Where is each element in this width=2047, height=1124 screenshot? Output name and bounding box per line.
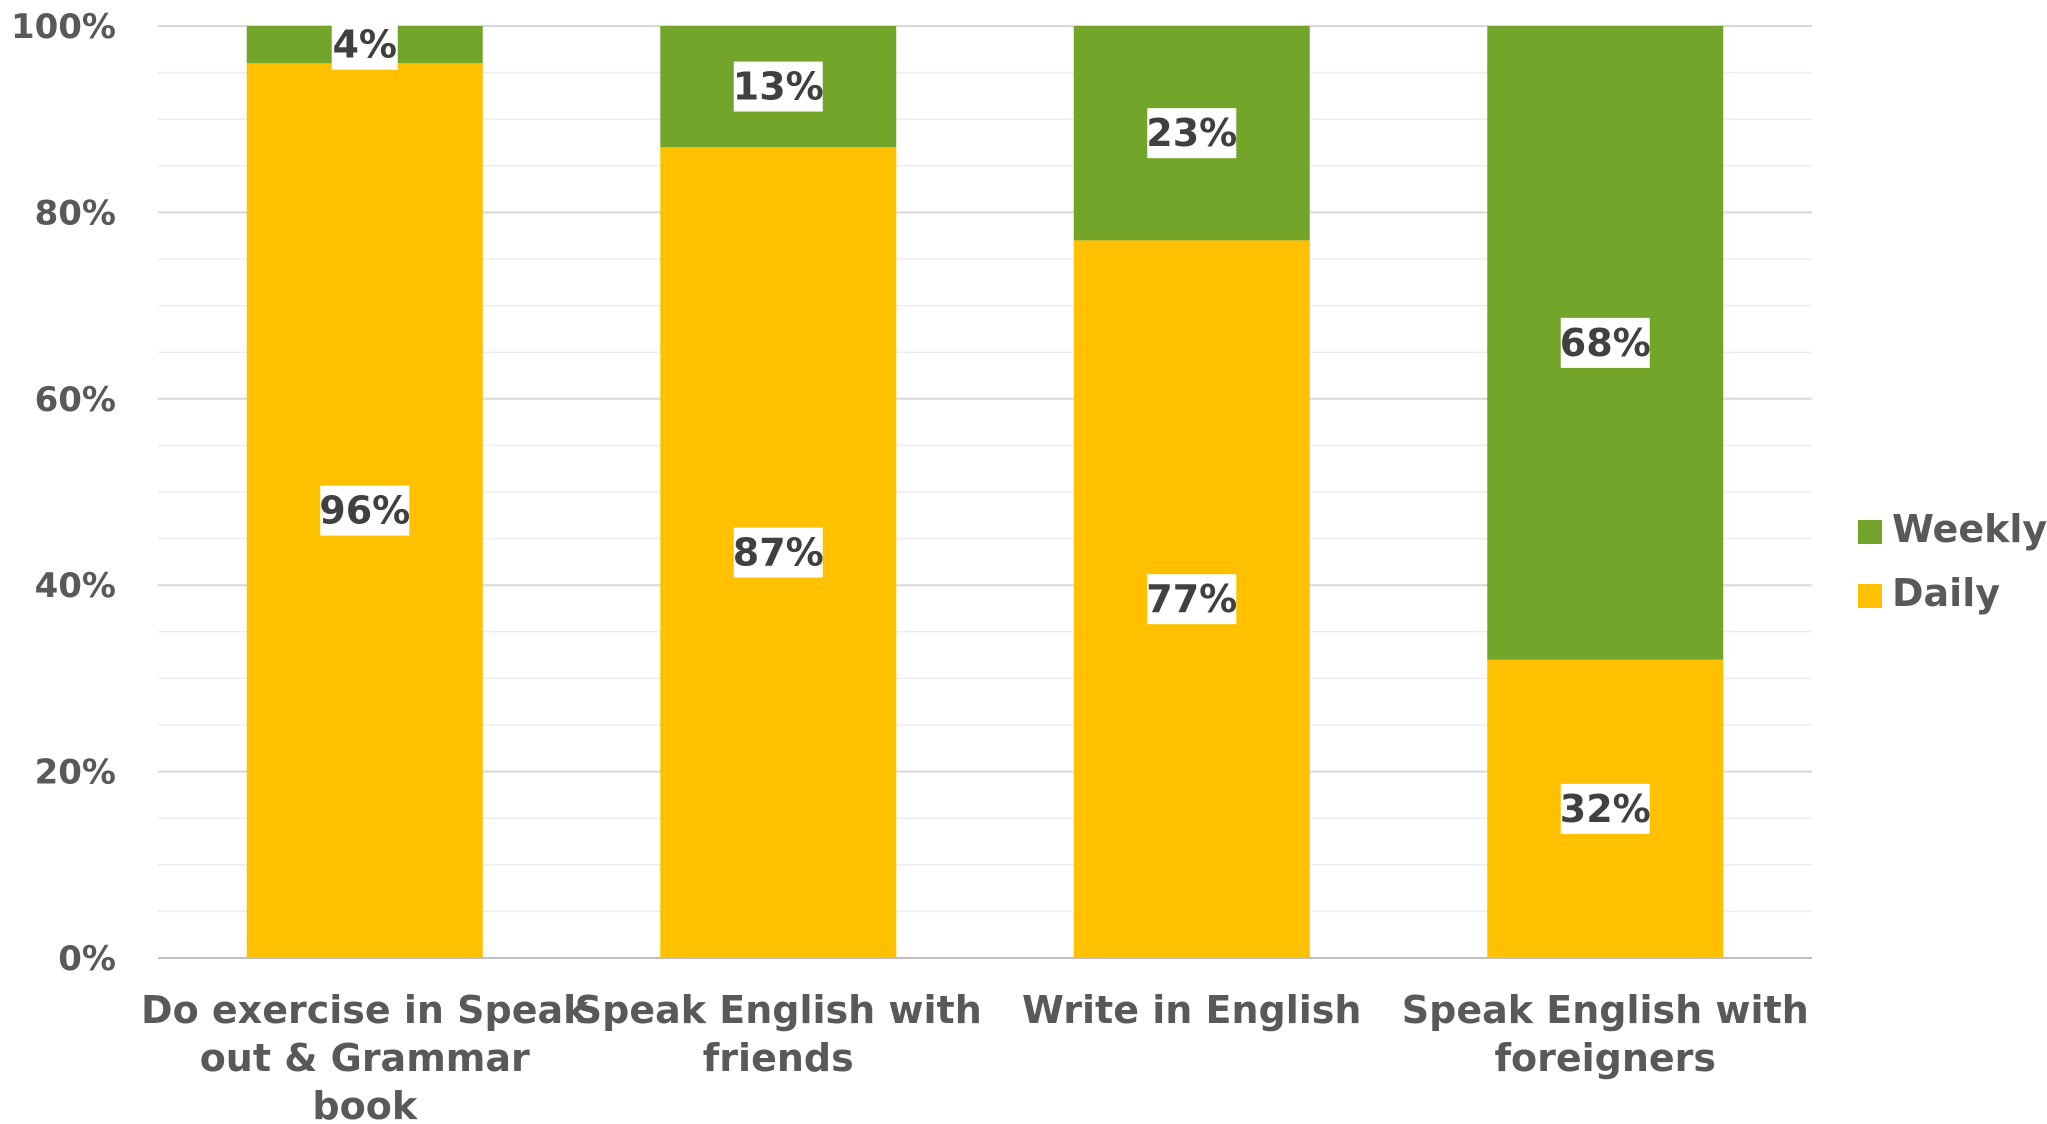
- y-tick-label: 80%: [35, 193, 116, 233]
- data-label: 77%: [1146, 577, 1237, 621]
- y-tick-label: 60%: [35, 380, 116, 420]
- y-tick-label: 100%: [11, 7, 116, 47]
- y-tick-label: 20%: [35, 753, 116, 793]
- data-label: 32%: [1560, 787, 1651, 831]
- legend-swatch-weekly: [1858, 520, 1882, 544]
- legend-label-daily: Daily: [1892, 571, 2000, 615]
- x-category-label: book: [312, 1084, 417, 1124]
- x-category-label: friends: [703, 1036, 854, 1080]
- x-category-label: Speak English with: [575, 988, 982, 1032]
- x-category-label: foreigners: [1494, 1036, 1716, 1080]
- data-label-box: [1147, 108, 1237, 159]
- data-label: 96%: [319, 489, 410, 533]
- x-category-label: Speak English with: [1402, 988, 1809, 1032]
- data-label-box: [733, 61, 823, 112]
- data-label-box: [733, 527, 823, 578]
- y-axis: 0% 20% 40% 60% 80% 100%: [11, 7, 116, 979]
- data-label: 23%: [1146, 111, 1237, 155]
- legend: Weekly Daily: [1858, 507, 2047, 615]
- data-label: 87%: [733, 531, 824, 575]
- data-label-box: [331, 19, 398, 70]
- bars: [246, 26, 1724, 959]
- x-category-label: Do exercise in Speak: [141, 988, 589, 1032]
- data-label-box: [1147, 574, 1237, 625]
- data-labels: 96% 4% 87% 13% 77% 23% 32% 68%: [319, 19, 1651, 834]
- y-tick-label: 40%: [35, 566, 116, 606]
- data-label-box: [1560, 783, 1650, 834]
- y-tick-label: 0%: [58, 939, 116, 979]
- x-category-label: Write in English: [1022, 988, 1361, 1032]
- data-label-box: [320, 485, 410, 536]
- data-label: 13%: [733, 65, 824, 109]
- x-category-label: out & Grammar: [200, 1036, 530, 1080]
- legend-label-weekly: Weekly: [1892, 507, 2047, 551]
- legend-swatch-daily: [1858, 584, 1882, 608]
- data-label-box: [1560, 317, 1650, 368]
- data-label: 4%: [332, 23, 397, 67]
- data-label: 68%: [1560, 321, 1651, 365]
